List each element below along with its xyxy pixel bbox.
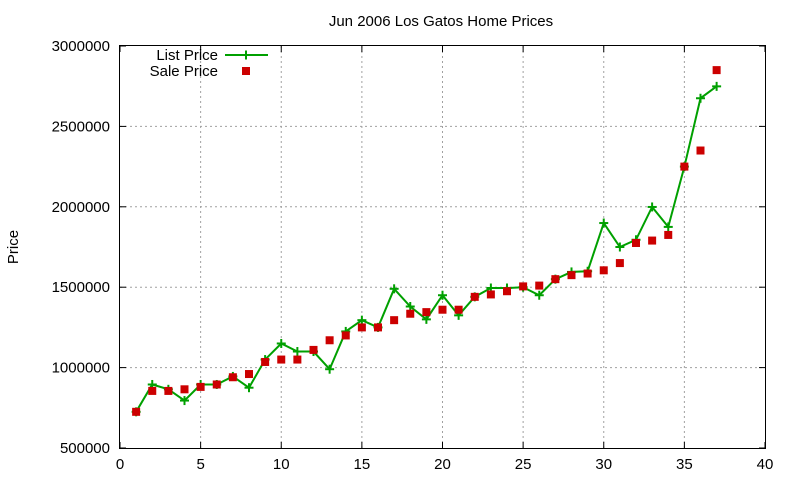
grid <box>120 46 765 448</box>
list-price-point <box>180 396 189 406</box>
sale-price-point <box>180 385 189 394</box>
sale-price-point <box>438 305 447 314</box>
series-list-price <box>131 81 722 417</box>
list-price-point <box>389 284 399 294</box>
list-price-point <box>599 218 609 228</box>
list-price-point <box>292 347 302 357</box>
list-price-point <box>438 290 447 300</box>
series-sale-price <box>132 66 721 416</box>
x-tick-label: 20 <box>434 456 451 473</box>
sale-price-point <box>374 323 382 332</box>
sale-price-point <box>696 146 705 155</box>
sale-price-point <box>551 275 560 284</box>
sale-price-point <box>341 331 350 340</box>
x-tick-label: 25 <box>515 456 532 473</box>
sale-price-point <box>164 386 173 395</box>
legend-square-marker <box>242 67 250 75</box>
legend-label: List Price <box>156 47 218 64</box>
sale-price-point <box>648 236 657 245</box>
sale-price-point <box>535 281 544 290</box>
list-price-point <box>421 314 431 324</box>
sale-price-point <box>519 282 528 291</box>
x-tick-label: 30 <box>595 456 612 473</box>
sale-price-point <box>390 316 399 325</box>
sale-price-point <box>228 373 237 382</box>
x-tick-label: 15 <box>354 456 371 473</box>
plot-area-frame <box>119 45 766 449</box>
x-tick-label: 35 <box>676 456 693 473</box>
list-price-line <box>135 85 718 413</box>
sale-price-point <box>406 309 415 318</box>
sale-price-point <box>277 355 286 364</box>
list-price-point <box>696 93 705 103</box>
list-price-point <box>405 301 415 311</box>
sale-price-point <box>567 271 576 280</box>
series-layer <box>131 66 722 417</box>
sale-price-point <box>712 66 721 75</box>
list-price-point <box>276 338 286 348</box>
sale-price-point <box>309 345 318 354</box>
sale-price-point <box>148 386 157 395</box>
sale-price-point <box>325 336 334 345</box>
y-tick-label: 2500000 <box>52 118 110 135</box>
sale-price-point <box>454 305 463 314</box>
list-price-point <box>647 202 657 212</box>
list-price-point <box>615 242 625 252</box>
list-price-point <box>325 364 335 374</box>
list-price-point <box>663 222 673 232</box>
y-tick-label: 500000 <box>60 440 110 457</box>
axis-ticks: 0 5 10 15 20 25 30 35 40 500000 1000000 1500000 2000… <box>52 38 774 473</box>
x-tick-label: 5 <box>196 456 204 473</box>
sale-price-point <box>422 308 431 317</box>
list-price-point <box>357 315 367 325</box>
sale-price-point <box>470 292 479 301</box>
sale-price-point <box>680 162 689 171</box>
list-price-point <box>712 81 722 91</box>
y-tick-label: 1000000 <box>52 360 110 377</box>
x-tick-label: 40 <box>757 456 774 473</box>
sale-price-point <box>664 230 673 239</box>
sale-price-point <box>212 380 221 389</box>
sale-price-point <box>599 266 608 275</box>
x-tick-label: 0 <box>116 456 124 473</box>
y-axis-label: Price <box>5 230 22 264</box>
x-tick-label: 10 <box>273 456 290 473</box>
sale-price-point <box>357 323 366 332</box>
chart-title: Jun 2006 Los Gatos Home Prices <box>329 13 553 30</box>
sale-price-point <box>196 382 205 391</box>
sale-price-point <box>261 357 270 366</box>
legend-cross-marker <box>241 50 251 60</box>
sale-price-point <box>632 238 640 247</box>
sale-price-point <box>486 290 495 299</box>
sale-price-point <box>245 370 253 379</box>
y-tick-label: 3000000 <box>52 38 110 55</box>
sale-price-point <box>132 407 141 416</box>
y-tick-label: 1500000 <box>52 279 110 296</box>
legend-label: Sale Price <box>150 63 218 80</box>
sale-price-point <box>615 259 624 268</box>
list-price-point <box>244 383 254 393</box>
sale-price-point <box>503 287 511 296</box>
sale-price-point <box>583 269 592 278</box>
y-tick-label: 2000000 <box>52 199 110 216</box>
sale-price-point <box>293 355 302 364</box>
list-price-point <box>534 290 544 300</box>
